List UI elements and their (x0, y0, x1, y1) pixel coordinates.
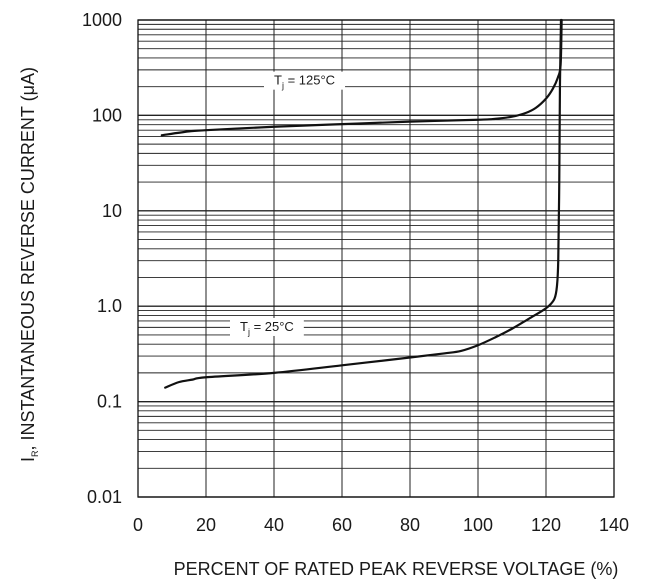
y-tick-label: 0.1 (97, 392, 122, 412)
x-tick-label: 80 (400, 515, 420, 535)
curves (160, 18, 563, 389)
series-labels: Tj = 125°C Tj = 25°C (230, 71, 346, 337)
series-label-bg (230, 317, 304, 336)
y-axis-title: IR, INSTANTANEOUS REVERSE CURRENT (μA) (18, 67, 40, 462)
series-line-1 (160, 18, 563, 137)
y-tick-label: 1.0 (97, 296, 122, 316)
y-axis-unit: A) (18, 67, 38, 85)
y-axis-unit-prefix: μ (18, 85, 38, 95)
x-tick-labels: 0 20 40 60 80 100 120 140 (133, 515, 629, 535)
y-axis-subscript: R (30, 450, 40, 457)
x-tick-label: 60 (332, 515, 352, 535)
y-tick-label: 0.01 (87, 487, 122, 507)
series-label-2: Tj = 25°C (240, 319, 294, 337)
y-tick-labels: 0.01 0.1 1.0 10 100 1000 (82, 10, 122, 507)
y-axis-title-text: , INSTANTANEOUS REVERSE CURRENT ( (18, 95, 38, 450)
x-tick-label: 20 (196, 515, 216, 535)
grid (138, 19, 614, 498)
plot-frame (137, 19, 615, 498)
x-axis-title: PERCENT OF RATED PEAK REVERSE VOLTAGE (%… (174, 559, 619, 579)
y-tick-label: 10 (102, 201, 122, 221)
x-tick-label: 40 (264, 515, 284, 535)
x-tick-label: 120 (531, 515, 561, 535)
y-tick-label: 100 (92, 105, 122, 125)
x-tick-label: 0 (133, 515, 143, 535)
series-label-1: Tj = 125°C (274, 73, 335, 91)
x-tick-label: 140 (599, 515, 629, 535)
y-axis-symbol: I (18, 457, 38, 462)
series-label-bg (264, 71, 346, 90)
y-tick-label: 1000 (82, 10, 122, 30)
series-line-2 (164, 18, 563, 389)
x-tick-label: 100 (463, 515, 493, 535)
